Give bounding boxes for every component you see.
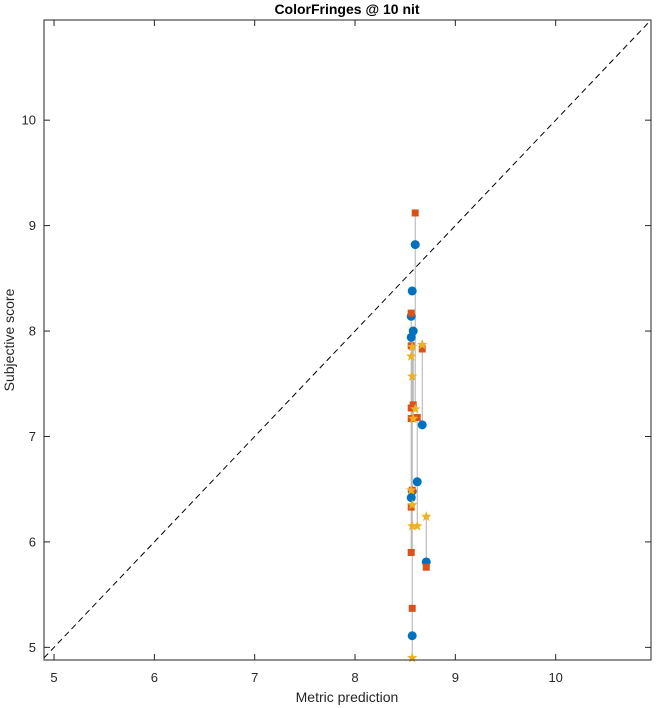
x-tick-label: 5 [50,670,57,685]
data-point-star [412,520,423,531]
y-axis-title: Subjective score [1,288,17,391]
data-markers [405,209,432,663]
data-point-square [407,309,415,317]
y-tick-label: 7 [29,429,36,444]
data-point-star [421,511,432,522]
data-point-square [408,604,416,612]
chart-title: ColorFringes @ 10 nit [274,1,419,17]
x-tick-label: 7 [251,670,258,685]
data-point-square [411,209,419,217]
data-point-square [418,345,426,353]
plot-background [44,20,651,660]
y-tick-label: 6 [29,534,36,549]
identity-line [43,19,652,659]
y-tick-label: 8 [29,324,36,339]
data-point-square [422,563,430,571]
data-point-star [407,413,419,423]
y-tick-label: 5 [29,640,36,655]
data-point-circle [406,493,416,503]
y-tick-label: 10 [22,113,36,128]
data-point-star [406,520,418,531]
data-point-square [407,548,415,556]
data-point-circle [407,286,417,296]
data-point-circle [410,240,420,250]
axis-ticks: 5 6 7 8 9 10 5 6 7 8 9 10 [22,20,651,685]
data-point-star [405,484,417,495]
plot-frame [43,19,652,661]
x-tick-label: 9 [452,670,459,685]
x-tick-label: 10 [548,670,562,685]
data-point-star [409,403,421,414]
data-point-circle [407,631,417,641]
data-point-star [406,341,418,352]
data-point-circle [406,332,416,342]
data-point-star [406,499,418,510]
data-point-circle [412,477,422,487]
y-tick-label: 9 [29,218,36,233]
data-point-circle [417,420,427,430]
data-point-star [405,350,417,361]
x-tick-label: 6 [151,670,158,685]
data-point-star [406,652,418,663]
x-axis-title: Metric prediction [296,689,399,705]
data-point-star [417,339,428,350]
data-point-star [406,370,418,381]
x-tick-label: 8 [351,670,358,685]
